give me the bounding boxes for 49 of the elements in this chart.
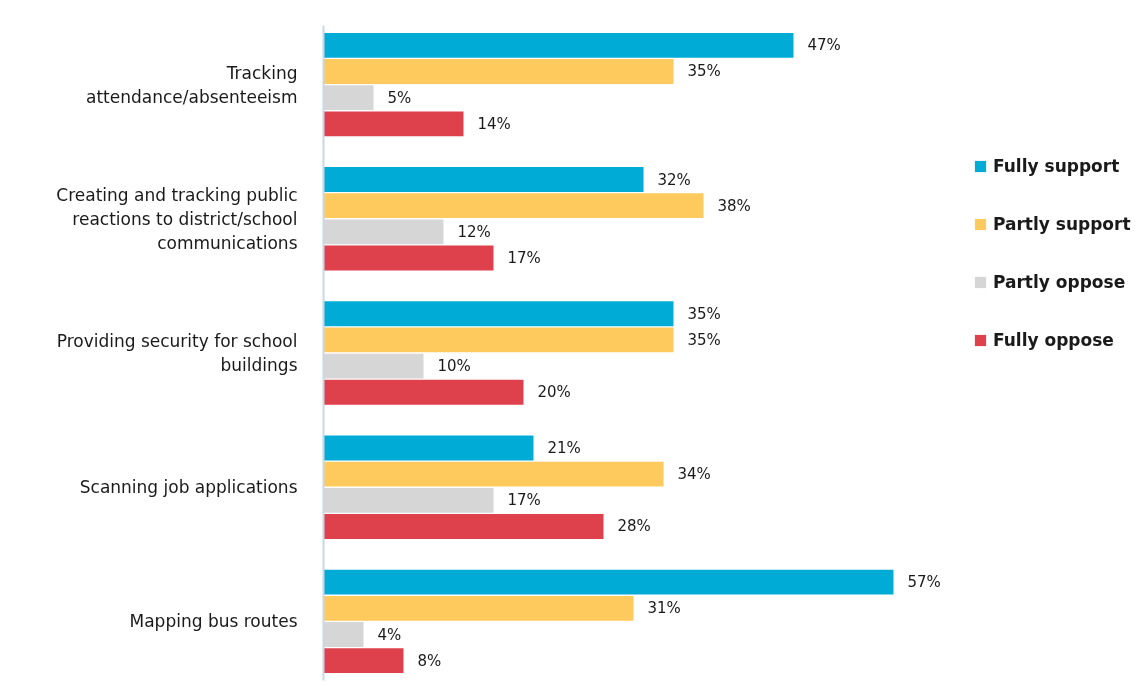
bar [323, 301, 674, 327]
data-label: 17% [507, 249, 541, 268]
legend-label: Fully support [993, 156, 1120, 176]
data-label: 35% [687, 330, 721, 349]
bar [323, 59, 674, 84]
bar [323, 353, 424, 379]
bar [323, 461, 664, 487]
data-label: 31% [647, 599, 681, 618]
bar [323, 32, 794, 58]
data-label: 32% [657, 170, 691, 189]
bar [323, 435, 534, 461]
bar [323, 245, 494, 271]
bar [323, 193, 704, 219]
data-label: 14% [477, 114, 511, 133]
bar [323, 85, 374, 111]
bar [323, 595, 634, 621]
data-label: 35% [687, 304, 721, 323]
bar [323, 167, 644, 192]
legend-label: Partly support [993, 214, 1131, 234]
data-label: 47% [807, 36, 841, 55]
bar [323, 219, 444, 245]
data-label: 10% [437, 357, 471, 376]
legend-label: Fully oppose [993, 330, 1114, 350]
data-label: 5% [387, 88, 412, 107]
bar [323, 487, 494, 513]
y-tick-label: Mapping bus routes [129, 611, 298, 632]
y-tick-label: Creating and tracking public reactions to district/school communications [56, 184, 298, 253]
data-label: 21% [547, 438, 581, 457]
data-label: 28% [617, 517, 651, 536]
bar [323, 622, 364, 647]
data-label: 17% [507, 491, 541, 510]
data-label: 34% [677, 465, 711, 484]
bar [323, 379, 524, 405]
data-label: 4% [377, 625, 402, 644]
data-label: 57% [907, 573, 941, 592]
data-label: 38% [717, 196, 751, 215]
bar [323, 648, 404, 674]
data-label: 12% [457, 222, 491, 241]
data-label: 8% [417, 651, 442, 670]
bar [323, 327, 674, 353]
data-label: 20% [537, 383, 571, 402]
legend-label: Partly oppose [993, 272, 1126, 292]
y-tick-label: Providing security for school buildings [56, 331, 298, 375]
bar [323, 514, 604, 539]
y-tick-label: Tracking attendance/absenteeism [85, 62, 298, 107]
bar [323, 111, 464, 137]
data-label: 35% [687, 62, 721, 81]
bar [323, 569, 894, 595]
y-tick-label: Scanning job applications [79, 477, 298, 498]
